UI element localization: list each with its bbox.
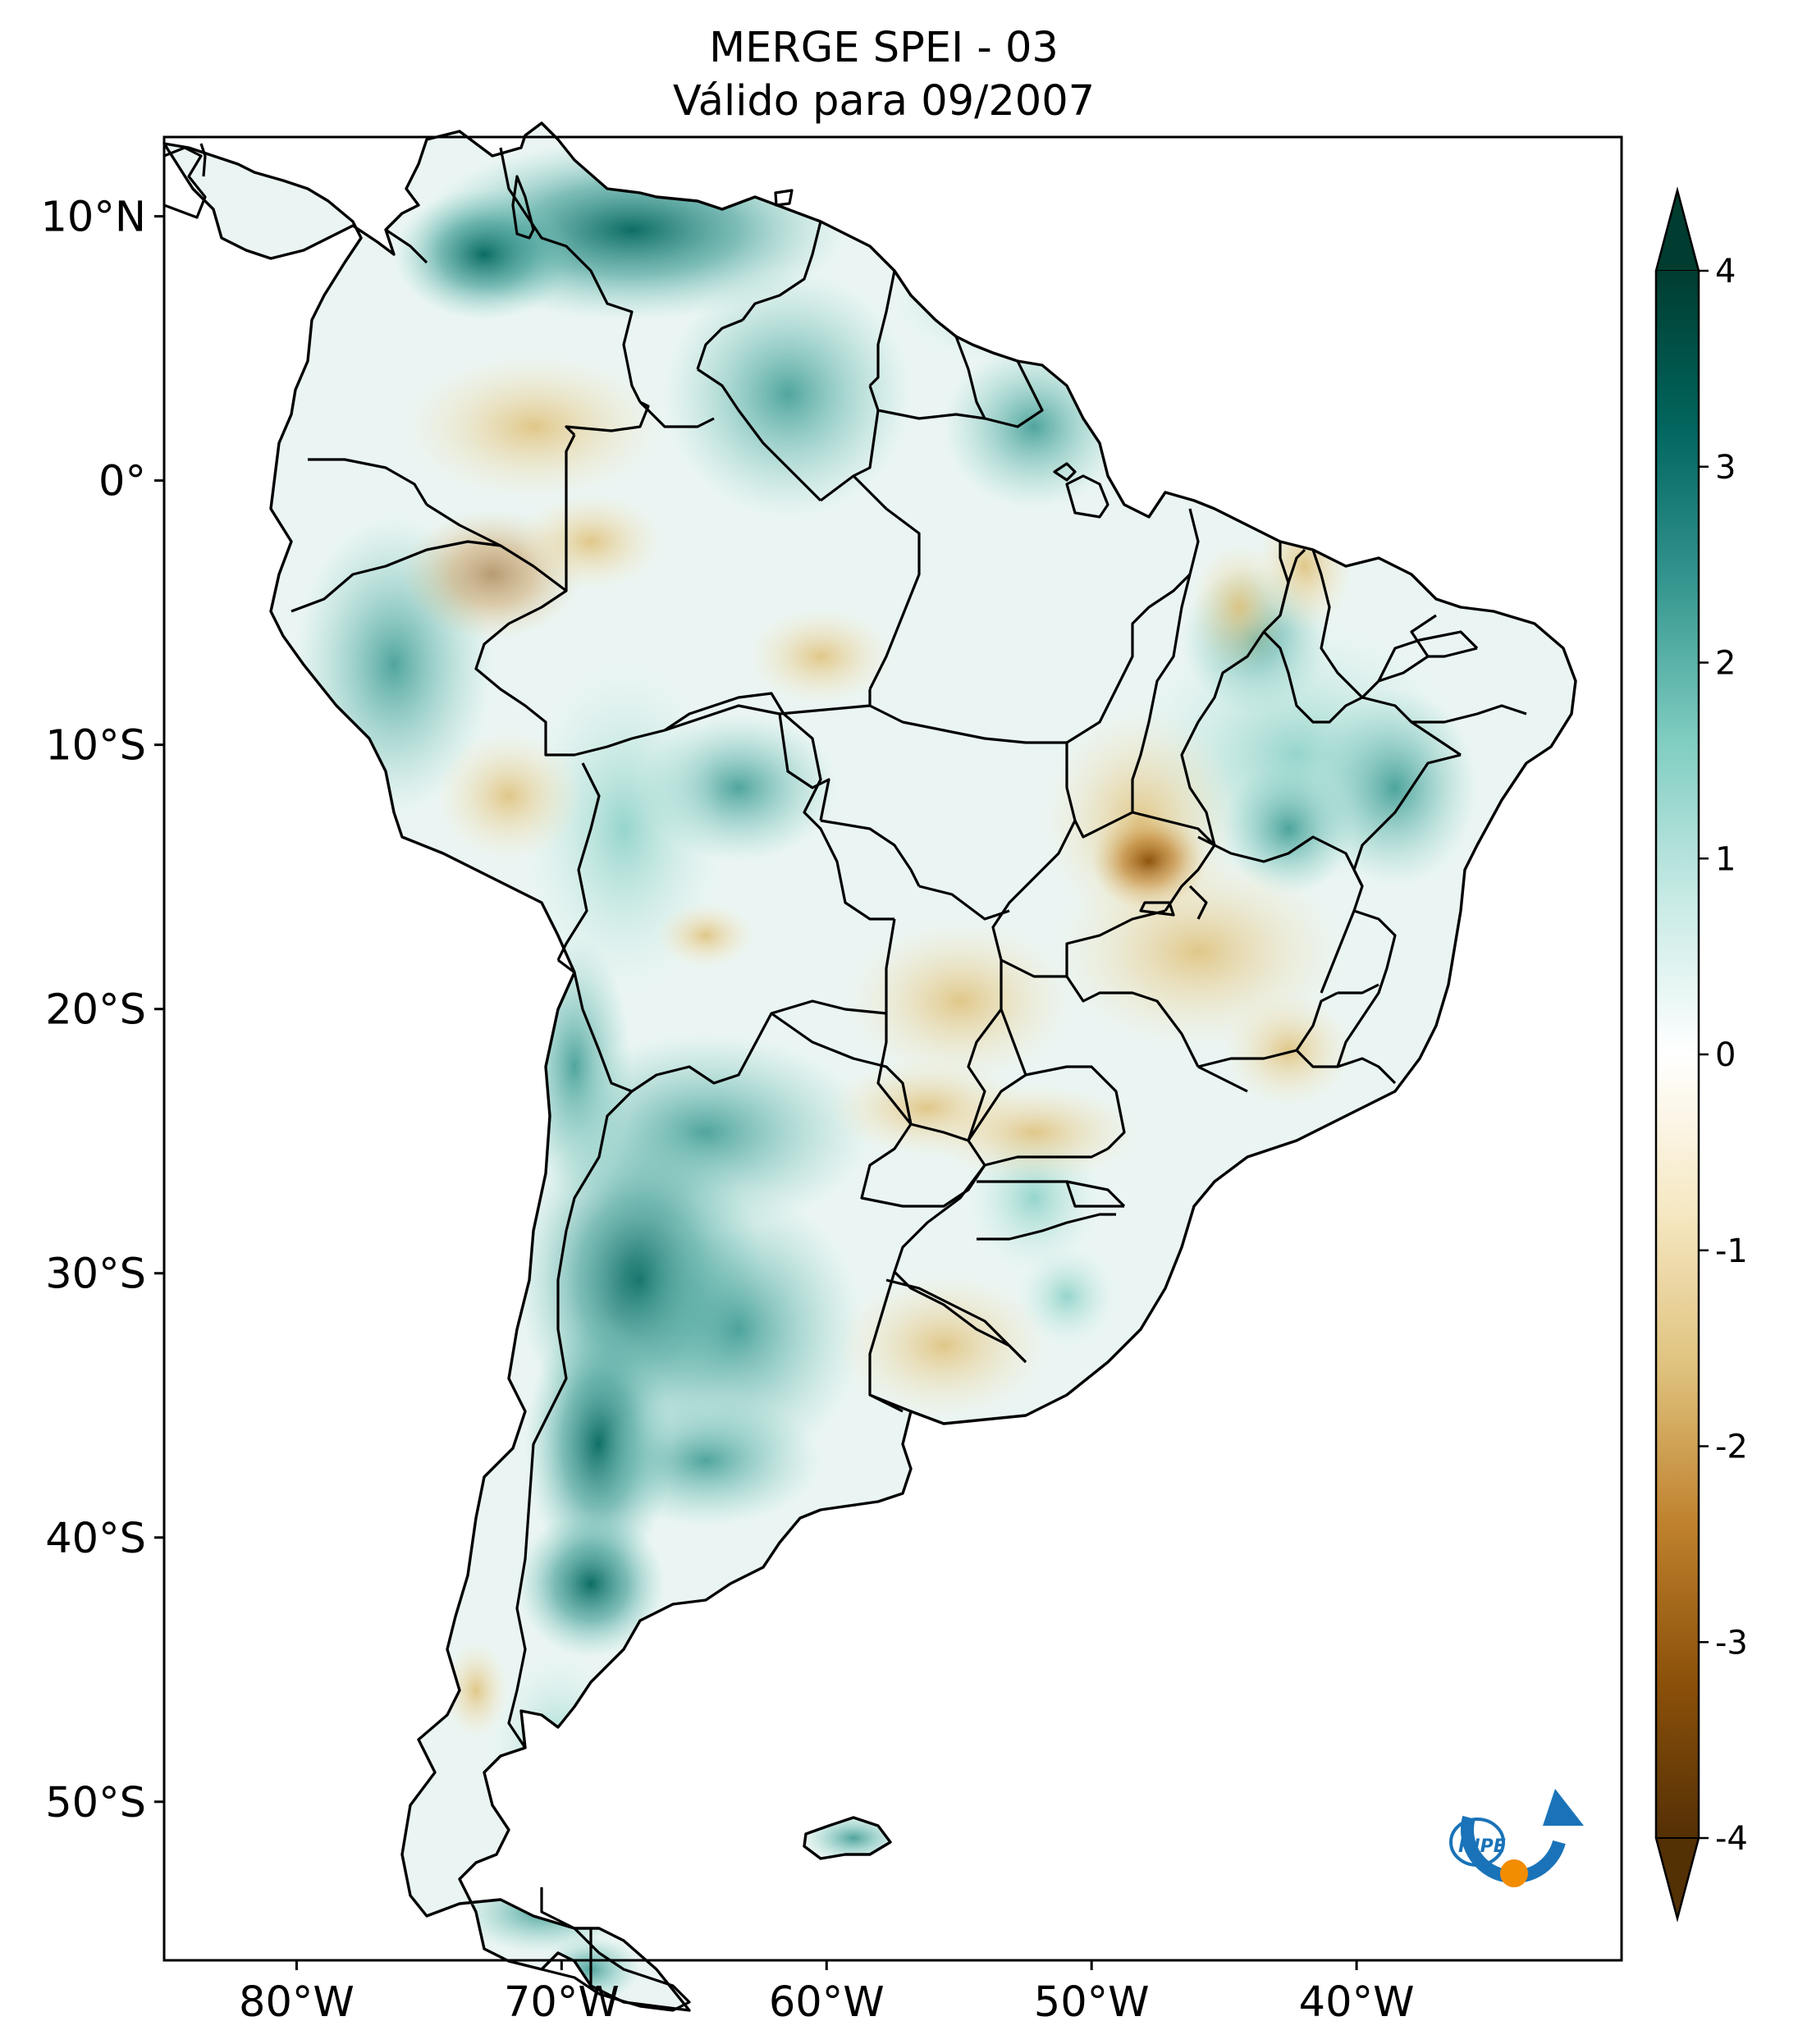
inpe-logo-text: INPE bbox=[1458, 1836, 1506, 1857]
lon-tick-label: 40°W bbox=[1299, 1978, 1415, 2027]
lon-axis: 80°W 70°W 60°W 50°W 40°W bbox=[239, 1960, 1415, 2027]
lat-tick-label: 40°S bbox=[45, 1515, 146, 1563]
central-america-outline bbox=[163, 146, 207, 219]
lat-tick-label: 0° bbox=[98, 458, 146, 506]
lat-tick-label: 30°S bbox=[45, 1251, 146, 1299]
colorbar-tick-label: -4 bbox=[1715, 1820, 1748, 1858]
colorbar-tick-label: -1 bbox=[1715, 1232, 1748, 1270]
lon-tick-label: 80°W bbox=[239, 1978, 355, 2027]
colorbar-tick-label: 1 bbox=[1715, 840, 1736, 878]
colorbar-extend-min bbox=[1654, 1837, 1700, 1922]
political-borders bbox=[291, 147, 1527, 2012]
colorbar: 4 3 2 1 0 -1 -2 -3 -4 bbox=[1654, 186, 1748, 1923]
map-title-line2: Válido para 09/2007 bbox=[673, 77, 1095, 126]
lat-tick-label: 20°S bbox=[45, 986, 146, 1035]
lat-tick-label: 10°N bbox=[40, 194, 146, 242]
lon-tick-label: 60°W bbox=[769, 1978, 885, 2027]
colorbar-tick-label: 4 bbox=[1715, 253, 1736, 290]
lat-axis: 10°N 0° 10°S 20°S 30°S 40°S 50°S bbox=[40, 194, 164, 1827]
central-america-coast bbox=[199, 143, 207, 177]
inpe-logo: INPE bbox=[1449, 1789, 1584, 1887]
map-frame bbox=[162, 135, 1623, 1962]
colorbar-extend-max bbox=[1654, 187, 1700, 272]
map-title-line1: MERGE SPEI - 03 bbox=[709, 24, 1059, 72]
lon-tick-label: 50°W bbox=[1034, 1978, 1150, 2027]
lon-tick-label: 70°W bbox=[504, 1978, 620, 2027]
lat-tick-label: 50°S bbox=[45, 1779, 146, 1827]
colorbar-tick-label: 2 bbox=[1715, 645, 1736, 683]
map-panel: INPE bbox=[162, 121, 1623, 2012]
coastline bbox=[162, 121, 1577, 2012]
colorbar-tick-label: 0 bbox=[1715, 1036, 1736, 1074]
colorbar-tick-label: -3 bbox=[1715, 1624, 1748, 1662]
colorbar-tick-label: 3 bbox=[1715, 449, 1736, 487]
lat-tick-label: 10°S bbox=[45, 722, 146, 771]
colorbar-tick-label: -2 bbox=[1715, 1429, 1748, 1466]
colorbar-ramp bbox=[1656, 271, 1699, 1838]
